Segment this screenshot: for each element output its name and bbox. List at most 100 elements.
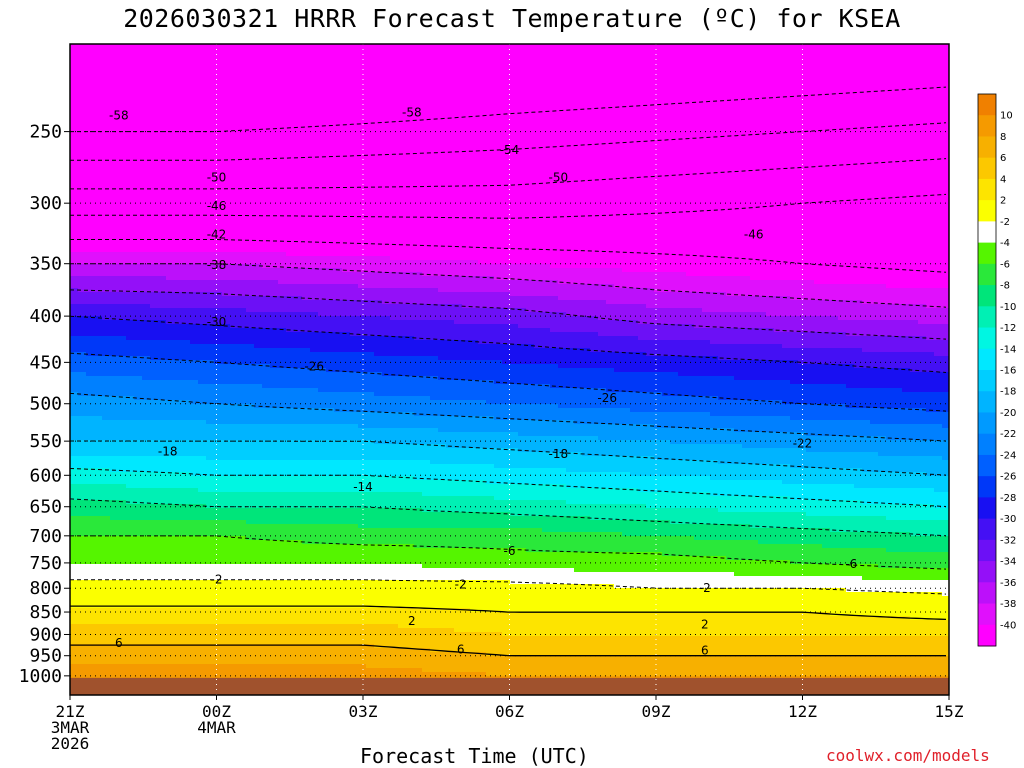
temperature-cell bbox=[806, 420, 815, 437]
temperature-cell bbox=[254, 384, 263, 409]
temperature-cell bbox=[862, 44, 871, 285]
temperature-cell bbox=[342, 284, 351, 301]
temperature-cell bbox=[486, 580, 495, 613]
temperature-cell bbox=[846, 484, 855, 501]
temperature-cell bbox=[334, 392, 343, 413]
temperature-cell bbox=[206, 360, 215, 385]
temperature-cell bbox=[278, 508, 287, 525]
temperature-cell bbox=[398, 580, 407, 609]
temperature-cell bbox=[798, 500, 807, 513]
colorbar-swatch bbox=[978, 624, 996, 647]
temperature-cell bbox=[622, 456, 631, 473]
temperature-cell bbox=[646, 372, 655, 393]
temperature-cell bbox=[894, 336, 903, 353]
temperature-cell bbox=[414, 428, 423, 445]
temperature-cell bbox=[654, 636, 663, 657]
temperature-cell bbox=[926, 412, 935, 425]
temperature-cell bbox=[782, 432, 791, 449]
temperature-cell bbox=[606, 612, 615, 637]
temperature-cell bbox=[326, 508, 335, 525]
temperature-cell bbox=[830, 588, 839, 617]
temperature-cell bbox=[166, 324, 175, 341]
temperature-cell bbox=[590, 504, 599, 521]
temperature-cell bbox=[126, 276, 135, 293]
temperature-cell bbox=[126, 252, 135, 265]
temperature-cell bbox=[598, 440, 607, 457]
temperature-cell bbox=[78, 644, 87, 665]
temperature-cell bbox=[318, 460, 327, 477]
temperature-cell bbox=[814, 576, 823, 589]
temperature-cell bbox=[574, 408, 583, 425]
temperature-cell bbox=[390, 320, 399, 337]
temperature-cell bbox=[302, 440, 311, 461]
temperature-cell bbox=[630, 440, 639, 457]
colorbar-label: -8 bbox=[1000, 281, 1010, 292]
temperature-cell bbox=[102, 376, 111, 397]
temperature-cell bbox=[206, 292, 215, 309]
temperature-cell bbox=[686, 324, 695, 341]
temperature-cell bbox=[750, 480, 759, 497]
temperature-cell bbox=[862, 320, 871, 337]
temperature-cell bbox=[430, 512, 439, 529]
temperature-cell bbox=[494, 484, 503, 501]
temperature-cell bbox=[390, 44, 399, 261]
temperature-cell bbox=[182, 340, 191, 361]
temperature-cell bbox=[590, 532, 599, 553]
temperature-cell bbox=[382, 316, 391, 337]
temperature-cell bbox=[774, 544, 783, 561]
temperature-cell bbox=[230, 364, 239, 385]
temperature-cell bbox=[286, 368, 295, 389]
temperature-cell bbox=[190, 280, 199, 293]
temperature-cell bbox=[374, 356, 383, 373]
temperature-cell bbox=[742, 296, 751, 313]
temperature-cell bbox=[286, 332, 295, 349]
temperature-cell bbox=[742, 540, 751, 561]
temperature-cell bbox=[102, 468, 111, 485]
temperature-cell bbox=[270, 644, 279, 665]
temperature-cell bbox=[550, 452, 559, 469]
colorbar-swatch bbox=[978, 454, 996, 477]
temperature-cell bbox=[278, 368, 287, 389]
temperature-cell bbox=[350, 624, 359, 645]
temperature-cell bbox=[814, 364, 823, 385]
temperature-cell bbox=[870, 320, 879, 337]
temperature-cell bbox=[598, 388, 607, 409]
temperature-cell bbox=[782, 512, 791, 529]
temperature-cell bbox=[662, 636, 671, 657]
temperature-cell bbox=[630, 520, 639, 537]
temperature-cell bbox=[726, 428, 735, 445]
temperature-cell bbox=[702, 44, 711, 277]
temperature-cell bbox=[294, 368, 303, 389]
temperature-cell bbox=[686, 508, 695, 525]
temperature-cell bbox=[502, 264, 511, 281]
temperature-cell bbox=[390, 508, 399, 529]
temperature-cell bbox=[382, 356, 391, 377]
temperature-cell bbox=[598, 284, 607, 301]
temperature-cell bbox=[886, 616, 895, 637]
contour-label: -6 bbox=[845, 557, 857, 571]
temperature-cell bbox=[222, 508, 231, 521]
temperature-cell bbox=[574, 424, 583, 437]
temperature-cell bbox=[614, 408, 623, 425]
temperature-cell bbox=[414, 480, 423, 493]
temperature-cell bbox=[246, 312, 255, 329]
temperature-cell bbox=[638, 536, 647, 553]
temperature-cell bbox=[542, 452, 551, 469]
temperature-cell bbox=[934, 288, 943, 309]
temperature-cell bbox=[174, 456, 183, 473]
temperature-cell bbox=[758, 328, 767, 345]
temperature-cell bbox=[878, 44, 887, 285]
temperature-cell bbox=[198, 608, 207, 625]
temperature-cell bbox=[830, 348, 839, 365]
temperature-cell bbox=[494, 580, 503, 613]
temperature-cell bbox=[142, 320, 151, 341]
temperature-cell bbox=[678, 524, 687, 537]
colorbar-swatch bbox=[978, 539, 996, 562]
temperature-cell bbox=[822, 588, 831, 613]
colorbar-swatch bbox=[978, 348, 996, 371]
temperature-cell bbox=[774, 316, 783, 333]
temperature-cell bbox=[902, 440, 911, 457]
temperature-cell bbox=[358, 608, 367, 625]
temperature-cell bbox=[454, 380, 463, 401]
contour-label: -2 bbox=[699, 581, 711, 595]
